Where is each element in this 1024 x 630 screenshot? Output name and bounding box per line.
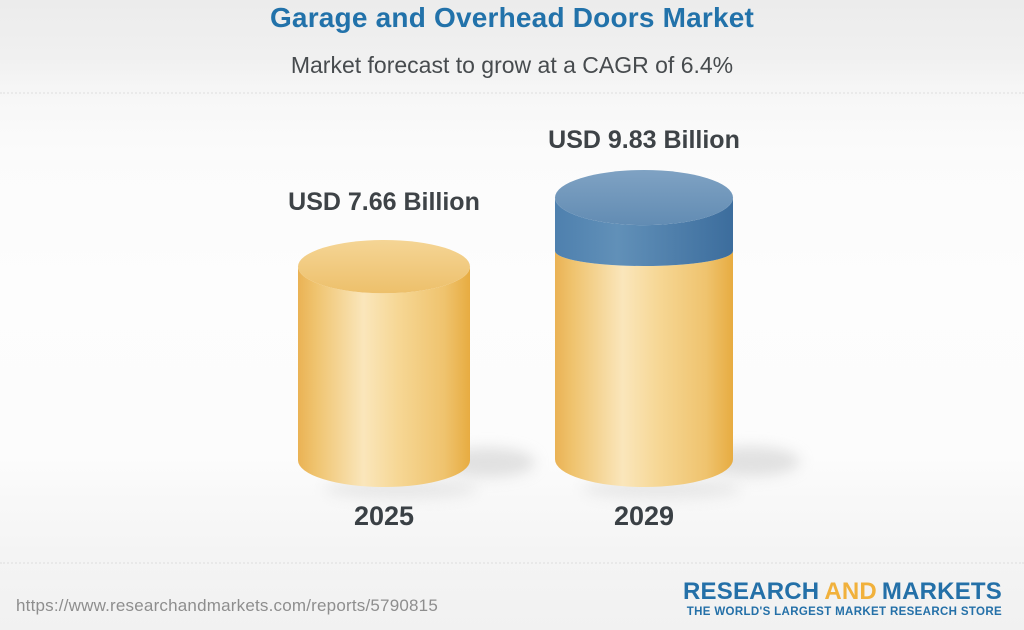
- bottom-band-divider: [0, 562, 1024, 564]
- logo-wordmark: RESEARCH AND MARKETS: [683, 579, 1002, 604]
- logo-word-markets: MARKETS: [881, 578, 1002, 605]
- cylinder-2025: [298, 239, 536, 499]
- chart-title: Garage and Overhead Doors Market: [269, 2, 755, 33]
- category-label-2025: 2025: [353, 501, 415, 531]
- logo-tagline: THE WORLD'S LARGEST MARKET RESEARCH STOR…: [686, 606, 1002, 619]
- source-url-link[interactable]: https://www.researchandmarkets.com/repor…: [16, 596, 438, 615]
- chart-subtitle: Market forecast to grow at a CAGR of 6.4…: [290, 52, 734, 78]
- logo-word-and: AND: [824, 578, 877, 605]
- value-label-2029: USD 9.83 Billion: [548, 126, 740, 154]
- category-label-2029: 2029: [613, 501, 675, 531]
- logo-word-research: RESEARCH: [683, 578, 820, 605]
- brand-logo: RESEARCH AND MARKETS THE WORLD'S LARGEST M…: [683, 579, 1002, 618]
- cylinder-2029: [555, 169, 800, 499]
- value-label-2025: USD 7.66 Billion: [288, 188, 480, 216]
- top-band-divider: [0, 92, 1024, 94]
